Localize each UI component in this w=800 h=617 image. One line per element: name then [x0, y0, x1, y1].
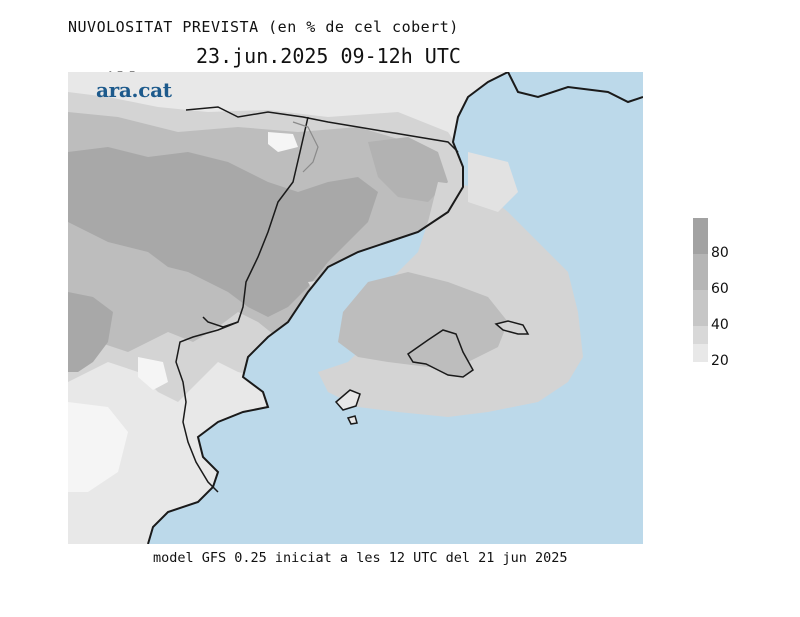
ara-cat-logo[interactable]: ara.cat [96, 78, 172, 102]
cloud-zone-sea-60 [338, 272, 508, 367]
clear-patch-south [68, 402, 128, 492]
cloud-cover-map [68, 72, 643, 544]
clear-patch-west [138, 357, 168, 390]
border-france-spain [185, 106, 459, 153]
border-aragon-catalonia [202, 116, 309, 328]
forecast-datetime: 23.jun.2025 09-12h UTC [196, 44, 461, 68]
legend-label-20: 20 [711, 353, 729, 369]
model-info: model GFS 0.25 iniciat a les 12 UTC del … [153, 550, 568, 566]
coastline-france [507, 72, 643, 104]
map-title: NUVOLOSITAT PREVISTA (en % de cel cobert… [68, 18, 459, 36]
cloud-zone-80-east [368, 137, 448, 202]
cloud-cover-legend: 80 60 40 20 [693, 218, 753, 369]
ibiza-island [334, 389, 361, 411]
border-valencia [175, 321, 239, 493]
legend-swatch-20 [693, 344, 708, 362]
cloud-zone-sea-20 [468, 152, 518, 212]
formentera-island [346, 415, 358, 425]
legend-swatch-60 [693, 290, 708, 326]
coastline [147, 72, 509, 544]
mallorca-island [406, 329, 474, 378]
cloud-zone-80-west [68, 292, 113, 372]
legend-swatch-80 [693, 254, 708, 290]
legend-label-60: 60 [711, 281, 729, 297]
legend-swatch-100 [693, 218, 708, 254]
border-andorra [292, 121, 319, 173]
clear-patch-north [268, 132, 298, 152]
menorca-island [494, 320, 530, 335]
legend-label-40: 40 [711, 317, 729, 333]
legend-label-80: 80 [711, 245, 729, 261]
cloud-zone-80 [68, 147, 378, 317]
